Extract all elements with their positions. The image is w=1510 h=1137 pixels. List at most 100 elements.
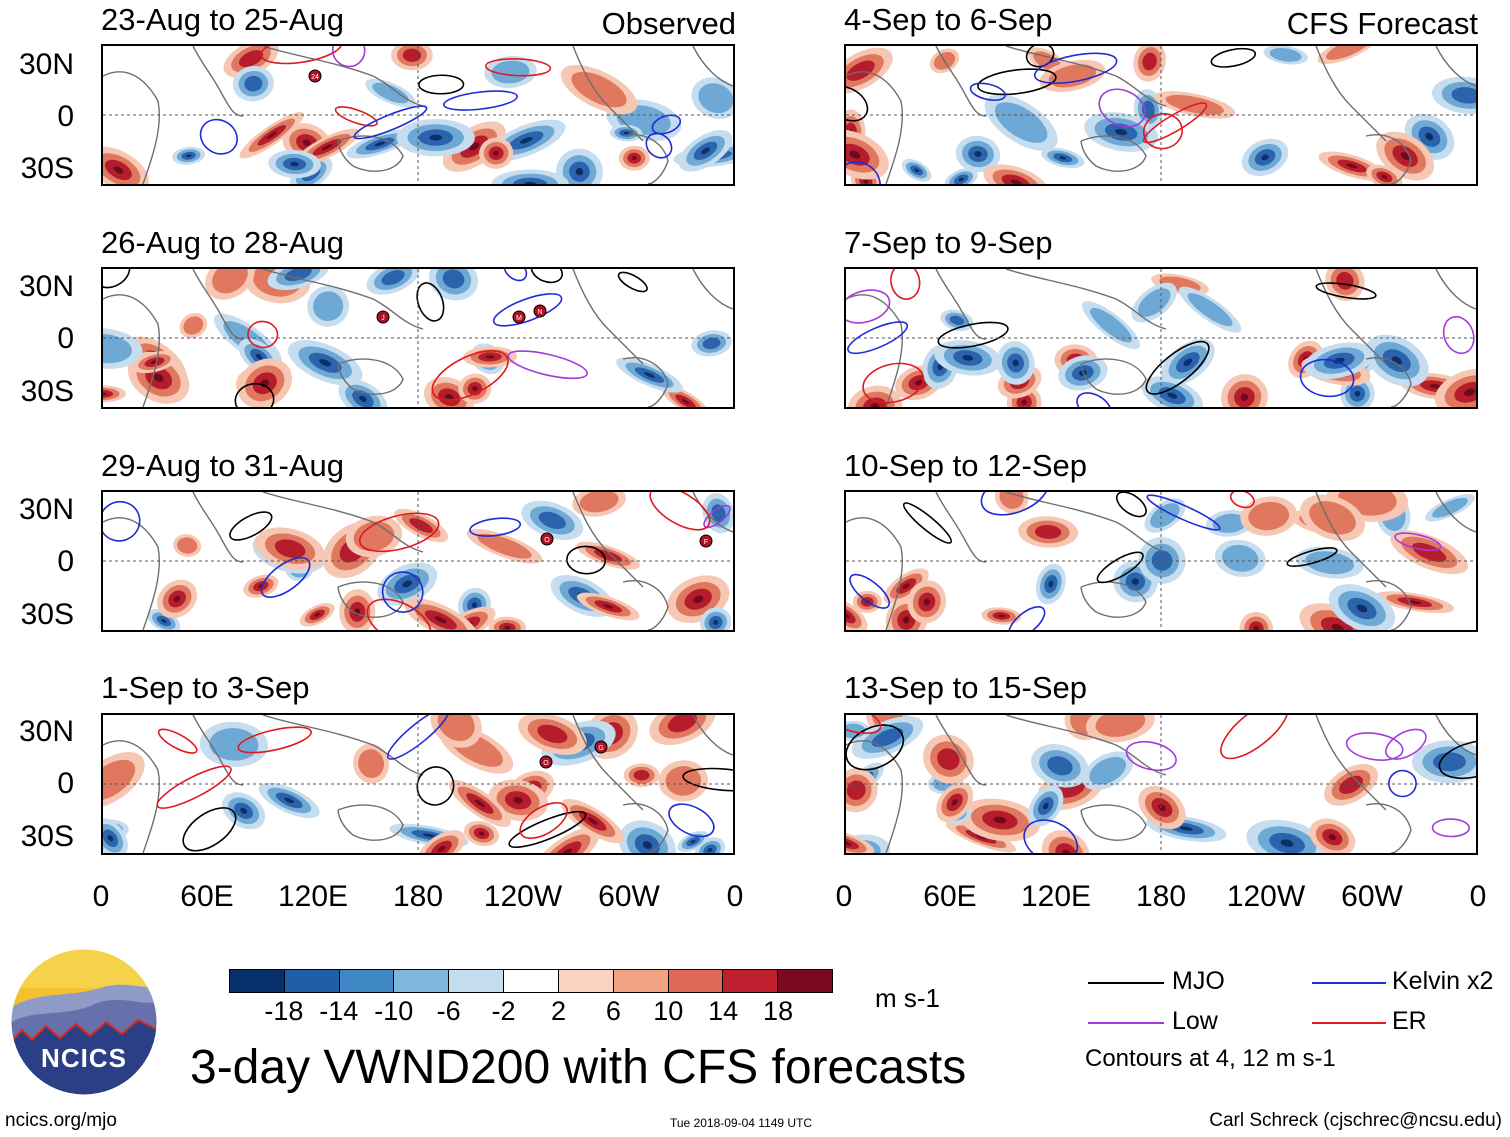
map-field — [846, 46, 1476, 184]
legend-label-mjo: MJO — [1172, 967, 1225, 995]
colorbar — [229, 969, 833, 993]
lat-label-30s: 30S — [20, 152, 74, 185]
map-forecast-2 — [844, 267, 1478, 409]
colorbar-swatch — [393, 970, 449, 992]
panel-title-observed-1: 23-Aug to 25-Aug — [101, 2, 345, 37]
colorbar-swatch — [230, 970, 284, 992]
coastlines — [846, 715, 1476, 853]
lat-label-30n: 30N — [18, 493, 74, 526]
colorbar-tick-label: -14 — [319, 996, 359, 1026]
footer-url[interactable]: ncics.org/mjo — [5, 1110, 117, 1131]
lon-label-right-360: 0 — [1469, 880, 1487, 913]
coastlines — [846, 269, 1476, 407]
colorbar-swatch — [557, 970, 613, 992]
storm-marker: M — [512, 310, 526, 324]
storm-marker: O — [540, 532, 554, 546]
wind-anomaly-shading — [846, 46, 1476, 184]
lat-label-30s: 30S — [20, 598, 74, 631]
lon-label-right-60w: 60W — [1341, 880, 1403, 913]
storm-marker: F — [699, 534, 713, 548]
lon-label-right-120e: 120E — [1020, 880, 1092, 913]
map-field — [846, 715, 1476, 853]
main-title: 3-day VWND200 with CFS forecasts — [190, 1041, 967, 1094]
panel-title-observed-2: 26-Aug to 28-Aug — [101, 225, 345, 260]
panel-title-observed-4: 1-Sep to 3-Sep — [101, 670, 310, 705]
cfs-forecast-label: CFS Forecast — [1286, 6, 1478, 41]
lat-label-eq: 0 — [57, 545, 74, 578]
colorbar-swatch — [503, 970, 558, 992]
lat-label-30s: 30S — [20, 820, 74, 853]
panel-title-forecast-4: 13-Sep to 15-Sep — [844, 670, 1088, 705]
map-field: OG — [103, 715, 733, 853]
lon-label-left-60w: 60W — [598, 880, 660, 913]
wind-anomaly-shading — [846, 492, 1475, 630]
wave-contours — [849, 492, 1442, 630]
legend-line-er — [1312, 1022, 1386, 1024]
lon-label-right-120w: 120W — [1226, 880, 1306, 913]
wave-contours — [103, 492, 731, 630]
storm-marker: J — [376, 310, 390, 324]
footer-timestamp: Tue 2018-09-04 1149 UTC — [670, 1116, 813, 1130]
colorbar-tick-label: 2 — [550, 996, 566, 1026]
coastlines — [846, 492, 1476, 630]
colorbar-tick-label: -6 — [436, 996, 461, 1026]
colorbar-tick-label: 10 — [653, 996, 684, 1026]
colorbar-swatch — [338, 970, 394, 992]
map-field — [846, 269, 1476, 407]
lon-label-left-120w: 120W — [483, 880, 563, 913]
wave-contours — [103, 269, 648, 407]
legend-line-kelvin — [1312, 982, 1386, 984]
storm-marker: N — [533, 304, 547, 318]
lat-label-30n: 30N — [18, 270, 74, 303]
colorbar-swatch — [612, 970, 668, 992]
coastlines — [103, 715, 733, 853]
storm-marker-label: F — [704, 539, 708, 546]
map-field — [846, 492, 1476, 630]
wave-contours — [846, 269, 1475, 407]
map-observed-1: 24 — [101, 44, 735, 186]
contour-note: Contours at 4, 12 m s-1 — [1085, 1045, 1336, 1072]
wave-contours — [846, 715, 1476, 853]
panel-title-forecast-1: 4-Sep to 6-Sep — [844, 2, 1053, 37]
storm-marker-label: M — [516, 315, 522, 322]
colorbar-tick-label: -2 — [491, 996, 516, 1026]
coastlines — [846, 46, 1476, 184]
colorbar-tick-label: -10 — [374, 996, 414, 1026]
colorbar-swatch — [777, 970, 832, 992]
storm-marker-label: J — [381, 315, 385, 322]
panel-title-observed-3: 29-Aug to 31-Aug — [101, 448, 345, 483]
lon-label-right-0: 0 — [835, 880, 853, 913]
legend-label-kelvin: Kelvin x2 — [1392, 967, 1494, 995]
lon-label-right-60e: 60E — [923, 880, 977, 913]
footer-author: Carl Schreck (cjschrec@ncsu.edu) — [1209, 1110, 1502, 1131]
colorbar-tick-label: 14 — [708, 996, 739, 1026]
colorbar-swatch — [283, 970, 339, 992]
storm-marker-label: N — [537, 309, 542, 316]
lon-label-left-60e: 60E — [180, 880, 234, 913]
lat-label-eq: 0 — [57, 100, 74, 133]
observed-label: Observed — [601, 6, 736, 41]
colorbar-units: m s-1 — [875, 983, 940, 1013]
wind-anomaly-shading — [847, 269, 1476, 407]
lon-label-left-360: 0 — [726, 880, 744, 913]
storm-marker-label: 24 — [311, 74, 319, 81]
colorbar-swatch — [448, 970, 504, 992]
coastlines — [103, 492, 733, 630]
storm-marker-label: G — [598, 745, 603, 752]
legend-label-low: Low — [1172, 1007, 1218, 1035]
legend-label-er: ER — [1392, 1007, 1427, 1035]
ncics-logo-text: NCICS — [41, 1043, 127, 1073]
coastlines — [103, 269, 733, 407]
colorbar-tick-label: 18 — [763, 996, 794, 1026]
lat-label-30n: 30N — [18, 715, 74, 748]
lon-label-right-180: 180 — [1135, 880, 1187, 913]
storm-marker-label: O — [543, 760, 549, 767]
lon-label-left-0: 0 — [92, 880, 110, 913]
map-forecast-1 — [844, 44, 1478, 186]
wave-contours — [199, 46, 682, 159]
lon-label-left-120e: 120E — [277, 880, 349, 913]
map-field: J MN — [103, 269, 733, 407]
